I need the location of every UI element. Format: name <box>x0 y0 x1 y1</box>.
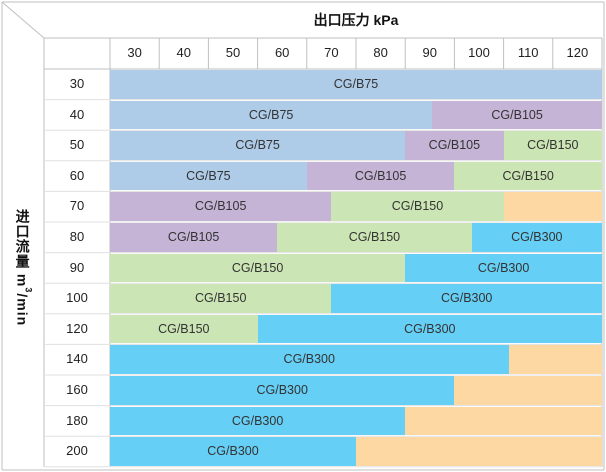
empty-cell <box>508 345 602 374</box>
model-cell-cg-b150: CG/B150 <box>110 284 332 313</box>
flow-axis-title-sup: 3 <box>23 287 34 294</box>
model-cell-cg-b300: CG/B300 <box>257 314 602 344</box>
model-cell-cg-b300: CG/B300 <box>471 223 602 252</box>
pressure-col-90: 90 <box>422 45 438 60</box>
model-cell-cg-b300: CG/B300 <box>110 345 509 374</box>
flow-row-180: 180 <box>66 412 88 428</box>
model-cell-cg-b300: CG/B300 <box>331 284 602 313</box>
model-cell-cg-b150: CG/B150 <box>277 223 472 252</box>
pressure-col-100: 100 <box>468 45 490 60</box>
flow-row-40: 40 <box>69 106 85 122</box>
model-cell-cg-b75: CG/B75 <box>110 161 307 191</box>
flow-row-30: 30 <box>69 76 85 91</box>
empty-cell <box>356 437 602 466</box>
flow-axis-title-text: 进口流量 m <box>14 209 31 288</box>
pressure-col-60: 60 <box>274 45 290 60</box>
empty-cell <box>503 192 602 221</box>
model-cell-cg-b150: CG/B150 <box>503 131 602 160</box>
model-cell-cg-b105: CG/B105 <box>306 161 455 191</box>
model-cell-cg-b105: CG/B105 <box>432 100 602 130</box>
flow-axis-title: 进口流量 m3/min <box>6 68 40 468</box>
model-cell-cg-b300: CG/B300 <box>405 253 602 283</box>
corner-diagonal <box>1 1 45 39</box>
flow-row-80: 80 <box>69 229 85 244</box>
flow-row-60: 60 <box>69 167 85 183</box>
flow-row-140: 140 <box>66 351 88 367</box>
pressure-axis-title: 出口压力 kPa <box>313 12 399 28</box>
flow-row-70: 70 <box>69 198 85 214</box>
model-cell-cg-b300: CG/B300 <box>110 437 356 466</box>
model-cell-cg-b150: CG/B150 <box>110 314 258 344</box>
model-cell-cg-b150: CG/B150 <box>331 192 504 221</box>
model-cell-cg-b105: CG/B105 <box>405 131 504 160</box>
flow-row-200: 200 <box>66 443 88 459</box>
model-cell-cg-b150: CG/B150 <box>110 253 406 283</box>
pressure-col-40: 40 <box>176 45 192 60</box>
flow-row-50: 50 <box>69 137 85 153</box>
pressure-col-50: 50 <box>225 45 241 60</box>
model-cell-cg-b75: CG/B75 <box>110 100 433 130</box>
flow-row-120: 120 <box>66 320 88 336</box>
pressure-col-80: 80 <box>373 45 388 60</box>
pressure-col-30: 30 <box>127 45 142 60</box>
pressure-col-120: 120 <box>566 45 589 60</box>
flow-axis-title-suffix: /min <box>14 293 31 327</box>
model-cell-cg-b105: CG/B105 <box>110 192 332 221</box>
model-cell-cg-b300: CG/B300 <box>110 376 455 405</box>
model-cell-cg-b300: CG/B300 <box>110 406 406 436</box>
pressure-col-70: 70 <box>324 45 339 60</box>
flow-row-100: 100 <box>66 290 88 306</box>
model-cell-cg-b105: CG/B105 <box>110 223 278 252</box>
model-cell-cg-b150: CG/B150 <box>454 161 602 191</box>
flow-row-90: 90 <box>69 259 85 275</box>
pressure-col-110: 110 <box>517 45 539 60</box>
model-cell-cg-b75: CG/B75 <box>110 131 406 160</box>
empty-cell <box>405 406 602 436</box>
empty-cell <box>454 376 602 405</box>
model-cell-cg-b75: CG/B75 <box>110 70 602 99</box>
flow-row-160: 160 <box>66 382 88 397</box>
